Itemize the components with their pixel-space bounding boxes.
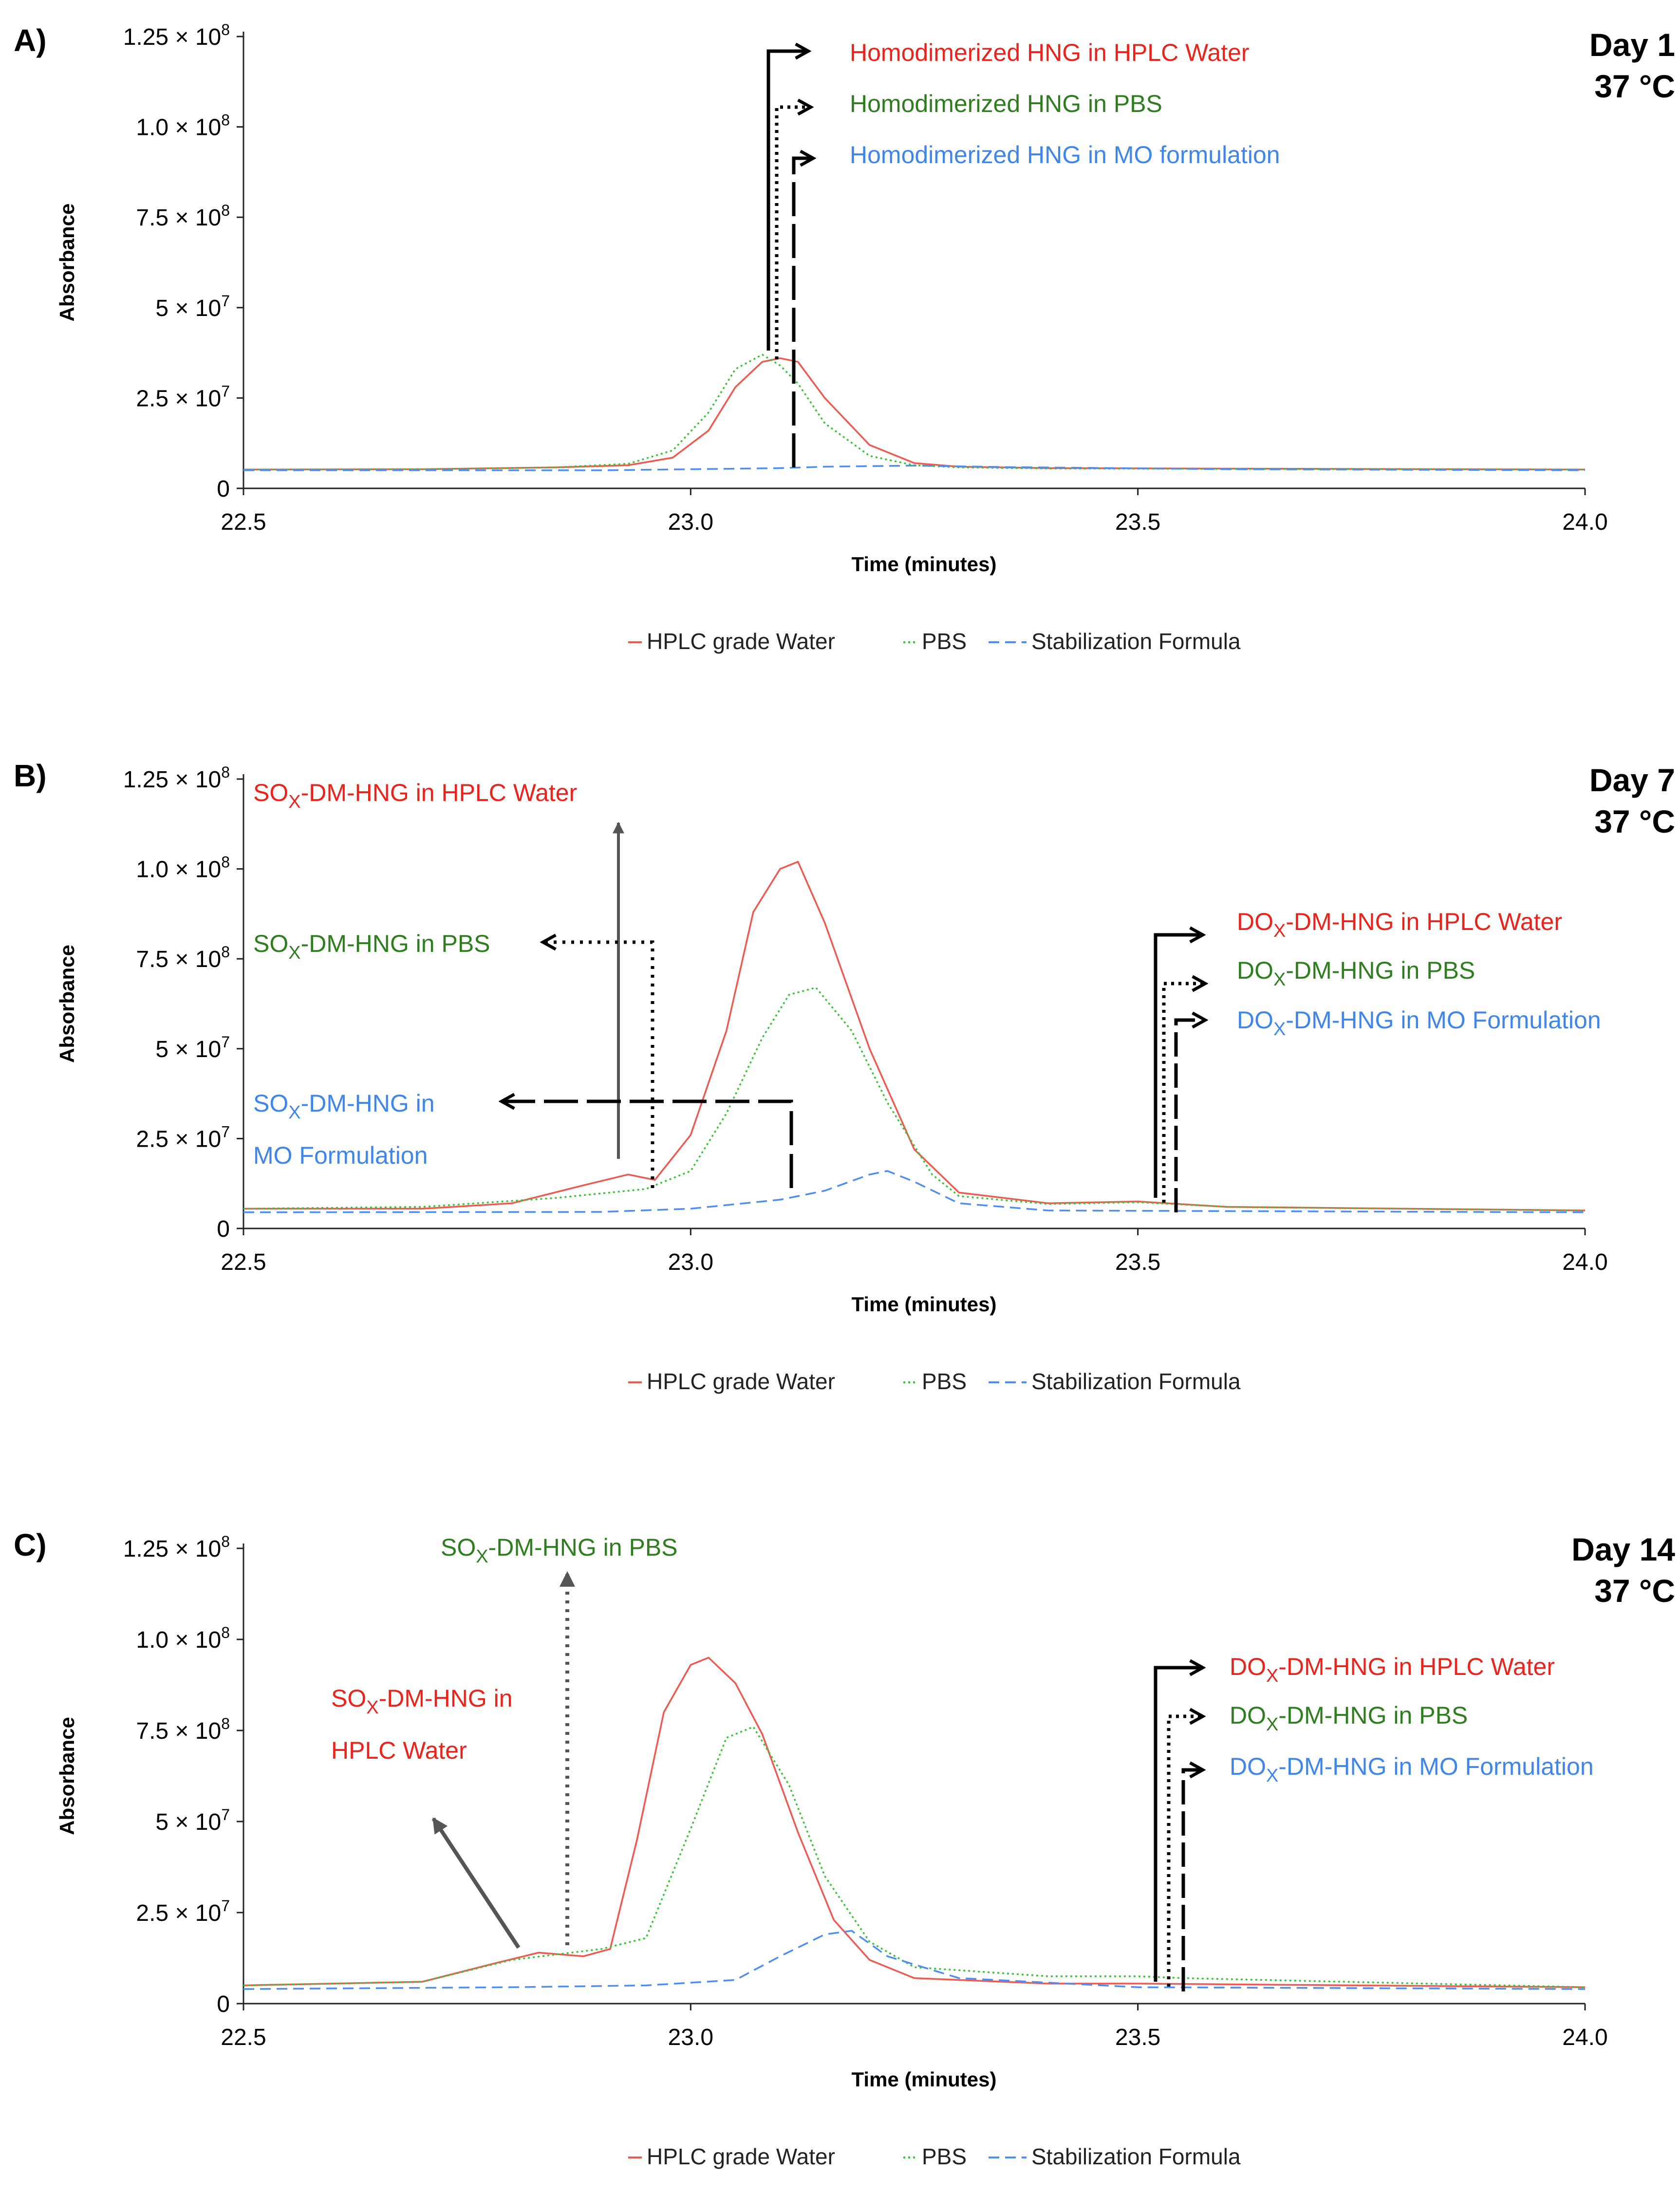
y-tick-label: 2.5 × 107	[136, 382, 230, 411]
y-tick-label: 0	[217, 1991, 230, 2017]
annotation-arrow	[1154, 1668, 1203, 1982]
x-tick-label: 22.5	[221, 509, 266, 535]
temperature-label: 37 °C	[1594, 1573, 1675, 1609]
annotation-label: Homodimerized HNG in PBS	[850, 90, 1162, 117]
temperature-label: 37 °C	[1594, 68, 1675, 104]
annotation-arrow	[766, 51, 808, 351]
annotation-label: DOX-DM-HNG in PBS	[1230, 1702, 1468, 1735]
annotation-label: DOX-DM-HNG in HPLC Water	[1237, 908, 1562, 941]
annotation-label: SOX-DM-HNG in PBS	[253, 930, 490, 963]
x-tick-label: 23.0	[668, 2025, 713, 2050]
y-tick-label: 1.0 × 108	[136, 854, 230, 883]
y-tick-label: 1.25 × 108	[123, 21, 230, 50]
annotation-label: DOX-DM-HNG in HPLC Water	[1230, 1653, 1555, 1686]
x-tick-label: 23.5	[1115, 1249, 1160, 1275]
series-line-stabilization	[243, 1170, 1586, 1213]
day-label: Day 1	[1589, 27, 1675, 63]
annotation-label: SOX-DM-HNG in	[253, 1090, 435, 1123]
legend: HPLC grade Water PBS Stabilization Formula	[628, 2144, 1241, 2169]
series-line-water	[243, 1656, 1586, 1989]
annotation-label: DOX-DM-HNG in PBS	[1237, 957, 1475, 990]
panel-label: A)	[14, 23, 47, 58]
y-tick-label: 2.5 × 107	[136, 1123, 230, 1152]
chart-panel-1: A) Day 1 37 °C 0 2.5 × 107 5 × 107 7.5 × 108 1.…	[14, 21, 1675, 654]
series-line-water	[243, 357, 1586, 471]
annotation-arrow	[431, 1817, 521, 1949]
legend-label: Stabilization Formula	[1031, 2144, 1241, 2169]
legend-label: HPLC grade Water	[647, 629, 835, 654]
annotation-label: SOX-DM-HNG in	[331, 1685, 513, 1718]
series-line-pbs	[243, 353, 1586, 471]
y-tick-label: 5 × 107	[155, 1033, 230, 1062]
series-line-stabilization	[243, 465, 1586, 471]
annotation-arrow	[792, 158, 813, 467]
x-tick-label: 23.0	[668, 1249, 713, 1275]
y-tick-label: 1.0 × 108	[136, 1624, 230, 1653]
annotation-label: Homodimerized HNG in MO formulation	[850, 141, 1280, 168]
day-label: Day 7	[1589, 762, 1675, 798]
x-tick-label: 23.5	[1115, 2025, 1160, 2050]
y-tick-label: 1.0 × 108	[136, 112, 230, 141]
annotation-arrow	[1181, 1770, 1203, 1991]
y-tick-label: 7.5 × 108	[136, 1715, 230, 1744]
legend: HPLC grade Water PBS Stabilization Formula	[628, 1369, 1241, 1394]
series-line-stabilization	[243, 1930, 1586, 1990]
annotations: Homodimerized HNG in HPLC Water Homodimer…	[766, 39, 1280, 467]
day-label: Day 14	[1571, 1531, 1675, 1567]
y-tick-label: 1.25 × 108	[123, 1533, 230, 1562]
annotation-arrow	[1162, 984, 1205, 1203]
panel-label: C)	[14, 1527, 47, 1562]
x-axis-title: Time (minutes)	[852, 1293, 997, 1316]
y-axis-title: Absorbance	[56, 945, 78, 1063]
y-tick-label: 7.5 × 108	[136, 943, 230, 972]
legend-label: PBS	[922, 1369, 967, 1394]
y-tick-label: 0	[217, 476, 230, 502]
annotations: SOX-DM-HNG in PBS SOX-DM-HNG in HPLC Water…	[331, 1534, 1594, 1991]
annotation-arrow	[1167, 1716, 1203, 1987]
annotation-label: SOX-DM-HNG in PBS	[441, 1534, 678, 1567]
annotation-label: SOX-DM-HNG in HPLC Water	[253, 779, 577, 812]
x-tick-label: 22.5	[221, 1249, 266, 1275]
y-axis-title: Absorbance	[56, 204, 78, 322]
legend-label: PBS	[922, 629, 967, 654]
series-line-water	[243, 861, 1586, 1211]
legend-label: PBS	[922, 2144, 967, 2169]
panel-label: B)	[14, 758, 47, 793]
annotation-label: HPLC Water	[331, 1737, 467, 1764]
chart-panel-3: C) Day 14 37 °C 0 2.5 × 107 5 × 107 7.5 × 108 1…	[14, 1527, 1675, 2169]
annotation-label: MO Formulation	[253, 1142, 428, 1169]
x-axis-title: Time (minutes)	[852, 2068, 997, 2091]
x-tick-label: 24.0	[1562, 2025, 1607, 2050]
y-tick-label: 0	[217, 1216, 230, 1242]
x-tick-label: 24.0	[1562, 509, 1607, 535]
y-tick-label: 1.25 × 108	[123, 763, 230, 793]
legend-label: Stabilization Formula	[1031, 1369, 1241, 1394]
y-axis-title: Absorbance	[56, 1717, 78, 1835]
x-tick-label: 22.5	[221, 2025, 266, 2050]
annotation-arrow	[1154, 935, 1203, 1198]
annotation-label: DOX-DM-HNG in MO Formulation	[1237, 1006, 1601, 1040]
temperature-label: 37 °C	[1594, 803, 1675, 839]
annotation-arrow	[543, 942, 654, 1188]
x-axis-title: Time (minutes)	[852, 553, 997, 576]
legend-label: HPLC grade Water	[647, 2144, 835, 2169]
annotation-label: Homodimerized HNG in HPLC Water	[850, 39, 1250, 66]
chart-panel-2: B) Day 7 37 °C 0 2.5 × 107 5 × 107 7.5 × 108 1.…	[14, 758, 1675, 1394]
legend-label: HPLC grade Water	[647, 1369, 835, 1394]
annotations: SOX-DM-HNG in HPLC Water SOX-DM-HNG in PB…	[253, 779, 1601, 1212]
x-tick-label: 23.5	[1115, 509, 1160, 535]
y-tick-label: 5 × 107	[155, 292, 230, 321]
x-tick-label: 23.0	[668, 509, 713, 535]
legend-label: Stabilization Formula	[1031, 629, 1241, 654]
y-tick-label: 5 × 107	[155, 1806, 230, 1835]
annotation-label: DOX-DM-HNG in MO Formulation	[1230, 1753, 1594, 1786]
y-tick-label: 7.5 × 108	[136, 202, 230, 231]
legend: HPLC grade Water PBS Stabilization Formula	[628, 629, 1241, 654]
y-tick-label: 2.5 × 107	[136, 1897, 230, 1926]
annotation-arrow	[502, 1101, 793, 1188]
x-tick-label: 24.0	[1562, 1249, 1607, 1275]
annotation-arrow	[1174, 1020, 1205, 1212]
